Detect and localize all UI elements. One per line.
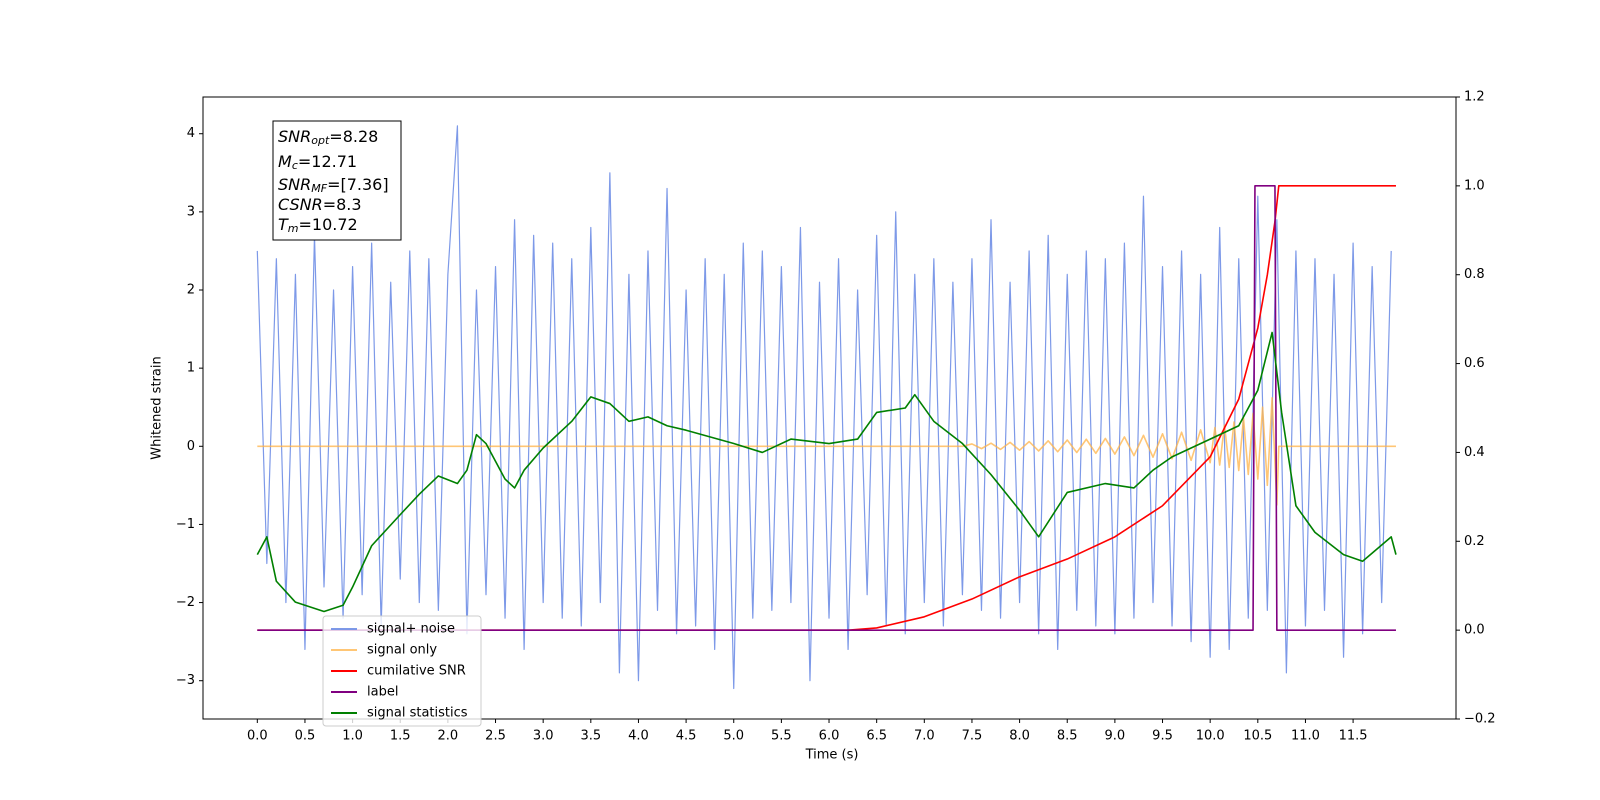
annotation-frame — [272, 120, 402, 241]
x-tick-label: 9.5 — [1152, 729, 1173, 744]
series-line — [257, 185, 1396, 631]
x-tick-label: 11.5 — [1339, 729, 1368, 744]
annotation-subscript: MF — [311, 182, 327, 195]
annotation-value: =10.72 — [299, 215, 358, 234]
y-tick-label: 3 — [187, 204, 195, 219]
y-tick-label: 2 — [187, 283, 195, 298]
x-tick-label: 8.0 — [1009, 729, 1030, 744]
annotation: SNRopt=8.28 — [278, 127, 378, 148]
annotation-value: =8.28 — [329, 127, 378, 146]
annotation-value: =8.3 — [323, 195, 362, 214]
annotation-subscript: m — [288, 222, 299, 235]
x-tick-label: 9.0 — [1105, 729, 1126, 744]
x-tick-label: 5.5 — [771, 729, 792, 744]
y-tick-label: −3 — [176, 673, 195, 688]
annotation-symbol: SNR — [278, 127, 311, 146]
x-tick-label: 10.5 — [1243, 729, 1272, 744]
x-tick-label: 3.0 — [533, 729, 554, 744]
y2-tick-label: 0.0 — [1464, 623, 1485, 638]
y-tick-label: 1 — [187, 361, 195, 376]
x-tick-label: 1.0 — [342, 729, 363, 744]
x-tick-label: 4.0 — [628, 729, 649, 744]
y2-tick-label: −0.2 — [1464, 712, 1496, 727]
annotation-box: SNRopt=8.28Mc=12.71SNRMF=[7.36]CSNR=8.3T… — [272, 120, 402, 241]
x-tick-label: 11.0 — [1291, 729, 1320, 744]
annotation-subscript: opt — [311, 134, 330, 147]
annotation-symbol: T — [278, 215, 289, 234]
legend-frame — [322, 615, 482, 727]
legend-label: cumilative SNR — [367, 664, 466, 679]
x-tick-label: 3.5 — [580, 729, 601, 744]
y2-tick-label: 0.6 — [1464, 356, 1485, 371]
x-axis-label: Time (s) — [805, 748, 859, 763]
annotation: Tm=10.72 — [278, 215, 358, 236]
x-tick-label: 5.0 — [723, 729, 744, 744]
y-tick-label: 0 — [187, 439, 195, 454]
annotation-value: =[7.36] — [327, 175, 389, 194]
x-tick-label: 6.5 — [866, 729, 887, 744]
x-tick-label: 10.0 — [1196, 729, 1225, 744]
x-tick-label: 2.5 — [485, 729, 506, 744]
legend-label: label — [367, 685, 398, 700]
x-tick-label: 1.5 — [390, 729, 411, 744]
y-tick-label: −2 — [176, 595, 195, 610]
annotation-subscript: c — [292, 159, 298, 172]
x-tick-label: 4.5 — [676, 729, 697, 744]
annotation: Mc=12.71 — [278, 152, 357, 173]
series-line — [257, 397, 1396, 506]
y-tick-label: 4 — [187, 126, 195, 141]
annotation-symbol: CSNR — [278, 195, 323, 214]
annotation-value: =12.71 — [298, 152, 357, 171]
x-tick-label: 0.5 — [295, 729, 316, 744]
x-tick-label: 7.0 — [914, 729, 935, 744]
x-tick-label: 7.5 — [962, 729, 983, 744]
x-tick-label: 6.0 — [819, 729, 840, 744]
legend: signal+ noise signal only cumilative SNR la… — [322, 615, 482, 727]
x-tick-label: 0.0 — [247, 729, 268, 744]
x-tick-label: 8.5 — [1057, 729, 1078, 744]
annotation: SNRMF=[7.36] — [278, 175, 389, 196]
y2-tick-label: 0.4 — [1464, 445, 1485, 460]
y-tick-label: −1 — [176, 517, 195, 532]
series-line — [256, 331, 1397, 613]
plot-frame — [202, 96, 1457, 720]
legend-label: signal+ noise — [367, 622, 455, 637]
series-line — [256, 125, 1392, 690]
x-tick-label: 2.0 — [438, 729, 459, 744]
y2-tick-label: 0.8 — [1464, 267, 1485, 282]
y2-tick-label: 1.2 — [1464, 90, 1485, 105]
annotation: CSNR=8.3 — [278, 195, 362, 214]
annotation-symbol: M — [278, 152, 292, 171]
legend-label: signal statistics — [367, 706, 468, 721]
y2-tick-label: 1.0 — [1464, 178, 1485, 193]
y2-tick-label: 0.2 — [1464, 534, 1485, 549]
series-line — [257, 185, 1396, 631]
legend-label: signal only — [367, 643, 437, 658]
annotation-symbol: SNR — [278, 175, 311, 194]
y-axis-label: Whitened strain — [150, 356, 165, 459]
